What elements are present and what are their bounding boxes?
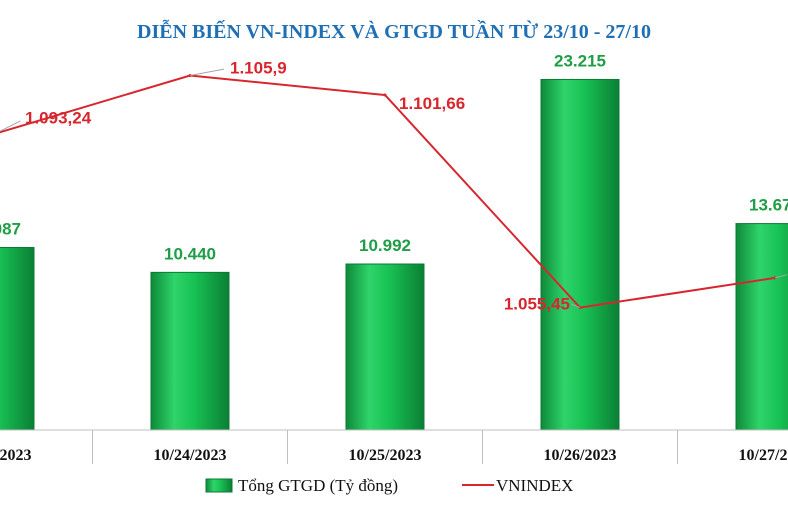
- x-tick-label: 10/23/2023: [0, 447, 31, 464]
- bar-data-label: 12.087: [0, 219, 21, 238]
- bar-data-label: 10.440: [164, 244, 216, 263]
- bar: [735, 223, 788, 431]
- x-tick-label: 10/26/2023: [544, 447, 617, 464]
- bar-data-label: 13.670: [749, 196, 788, 215]
- bar: [345, 263, 425, 431]
- labels-layer: 12.087 10.440 10.992 23.215 13.670 1.093,24 1.…: [0, 51, 788, 314]
- bar: [150, 271, 230, 431]
- vnindex-data-label: 1.101,66: [399, 94, 465, 113]
- x-tick-label: 10/24/2023: [154, 447, 227, 464]
- legend-bar-label: Tổng GTGD (Tỷ đồng): [238, 476, 398, 495]
- vnindex-label-leader: [774, 274, 788, 279]
- legend-line-label: VNINDEX: [496, 476, 573, 495]
- vnindex-data-label: 1.055,45: [504, 295, 570, 314]
- bar-data-label: 23.215: [554, 51, 606, 70]
- chart-title: DIỄN BIẾN VN-INDEX VÀ GTGD TUẦN TỪ 23/10…: [137, 18, 651, 43]
- vnindex-label-leader: [0, 120, 21, 132]
- vnindex-label-leader: [189, 68, 225, 76]
- x-tick-label: 10/27/2023: [739, 447, 788, 464]
- x-tick-label: 10/25/2023: [349, 447, 422, 464]
- bar: [540, 78, 620, 431]
- bar: [0, 246, 35, 431]
- vnindex-point: [383, 93, 387, 97]
- legend: Tổng GTGD (Tỷ đồng) VNINDEX: [205, 476, 573, 495]
- legend-bar-swatch: [205, 478, 233, 493]
- bars-layer: [0, 78, 788, 431]
- x-axis: 10/23/2023 10/24/2023 10/25/2023 10/26/2023…: [0, 429, 788, 464]
- bar-data-label: 10.992: [359, 236, 411, 255]
- vnindex-data-label: 1.093,24: [25, 109, 92, 128]
- vnindex-label-leader: [571, 303, 581, 309]
- vnindex-data-label: 1.105,9: [230, 58, 287, 77]
